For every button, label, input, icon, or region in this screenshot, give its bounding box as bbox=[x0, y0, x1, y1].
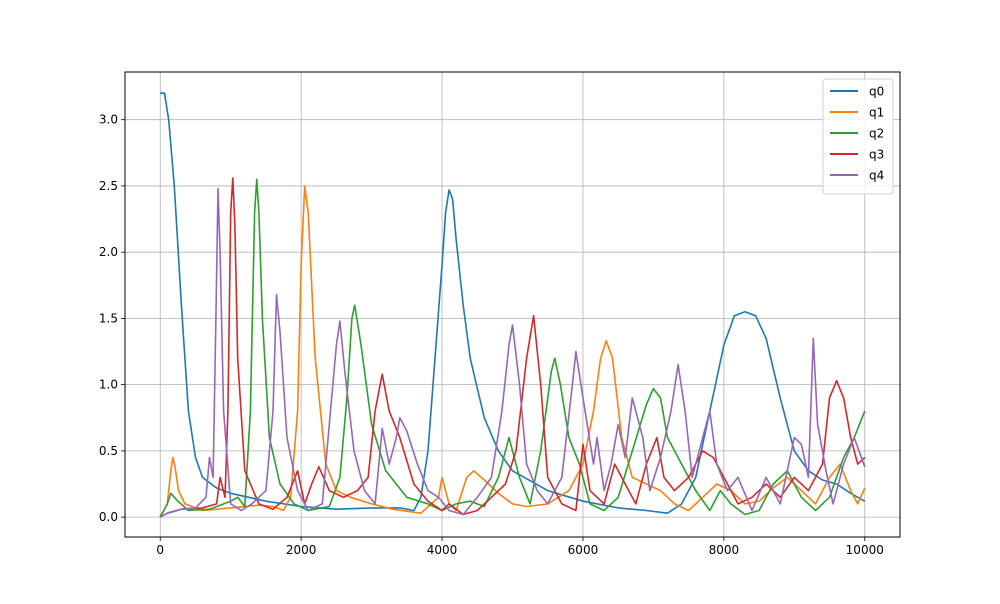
series-line-q3 bbox=[159, 177, 866, 518]
series-line-q0 bbox=[160, 92, 866, 514]
legend: q0 q1 q2 q3 q4 bbox=[822, 78, 894, 195]
x-tick-label: 10000 bbox=[846, 543, 884, 557]
series-line-q1 bbox=[159, 185, 866, 518]
legend-label-q3: q3 bbox=[869, 148, 884, 162]
legend-box bbox=[822, 78, 894, 195]
x-tick-label: 8000 bbox=[709, 543, 740, 557]
legend-label-q1: q1 bbox=[869, 106, 884, 120]
legend-label-q2: q2 bbox=[869, 127, 884, 141]
x-tick-label: 6000 bbox=[568, 543, 599, 557]
y-tick-label: 1.5 bbox=[99, 311, 118, 325]
y-axis-ticks: 0.0 0.5 1.0 1.5 2.0 2.5 3.0 bbox=[99, 113, 125, 524]
grid bbox=[125, 72, 900, 537]
y-tick-label: 0.5 bbox=[99, 444, 118, 458]
x-tick-label: 0 bbox=[156, 543, 164, 557]
y-tick-label: 3.0 bbox=[99, 113, 118, 127]
legend-label-q4: q4 bbox=[869, 169, 884, 183]
legend-label-q0: q0 bbox=[869, 85, 884, 99]
y-tick-label: 1.0 bbox=[99, 378, 118, 392]
x-tick-label: 2000 bbox=[286, 543, 317, 557]
y-tick-label: 0.0 bbox=[99, 510, 118, 524]
x-tick-label: 4000 bbox=[427, 543, 458, 557]
y-tick-label: 2.0 bbox=[99, 245, 118, 259]
axes-frame bbox=[124, 71, 901, 538]
x-axis-ticks: 0 2000 4000 6000 8000 10000 bbox=[156, 537, 884, 557]
series-layer bbox=[159, 92, 866, 518]
y-tick-label: 2.5 bbox=[99, 179, 118, 193]
series-line-q2 bbox=[159, 178, 866, 518]
series-line-q4 bbox=[159, 187, 866, 518]
